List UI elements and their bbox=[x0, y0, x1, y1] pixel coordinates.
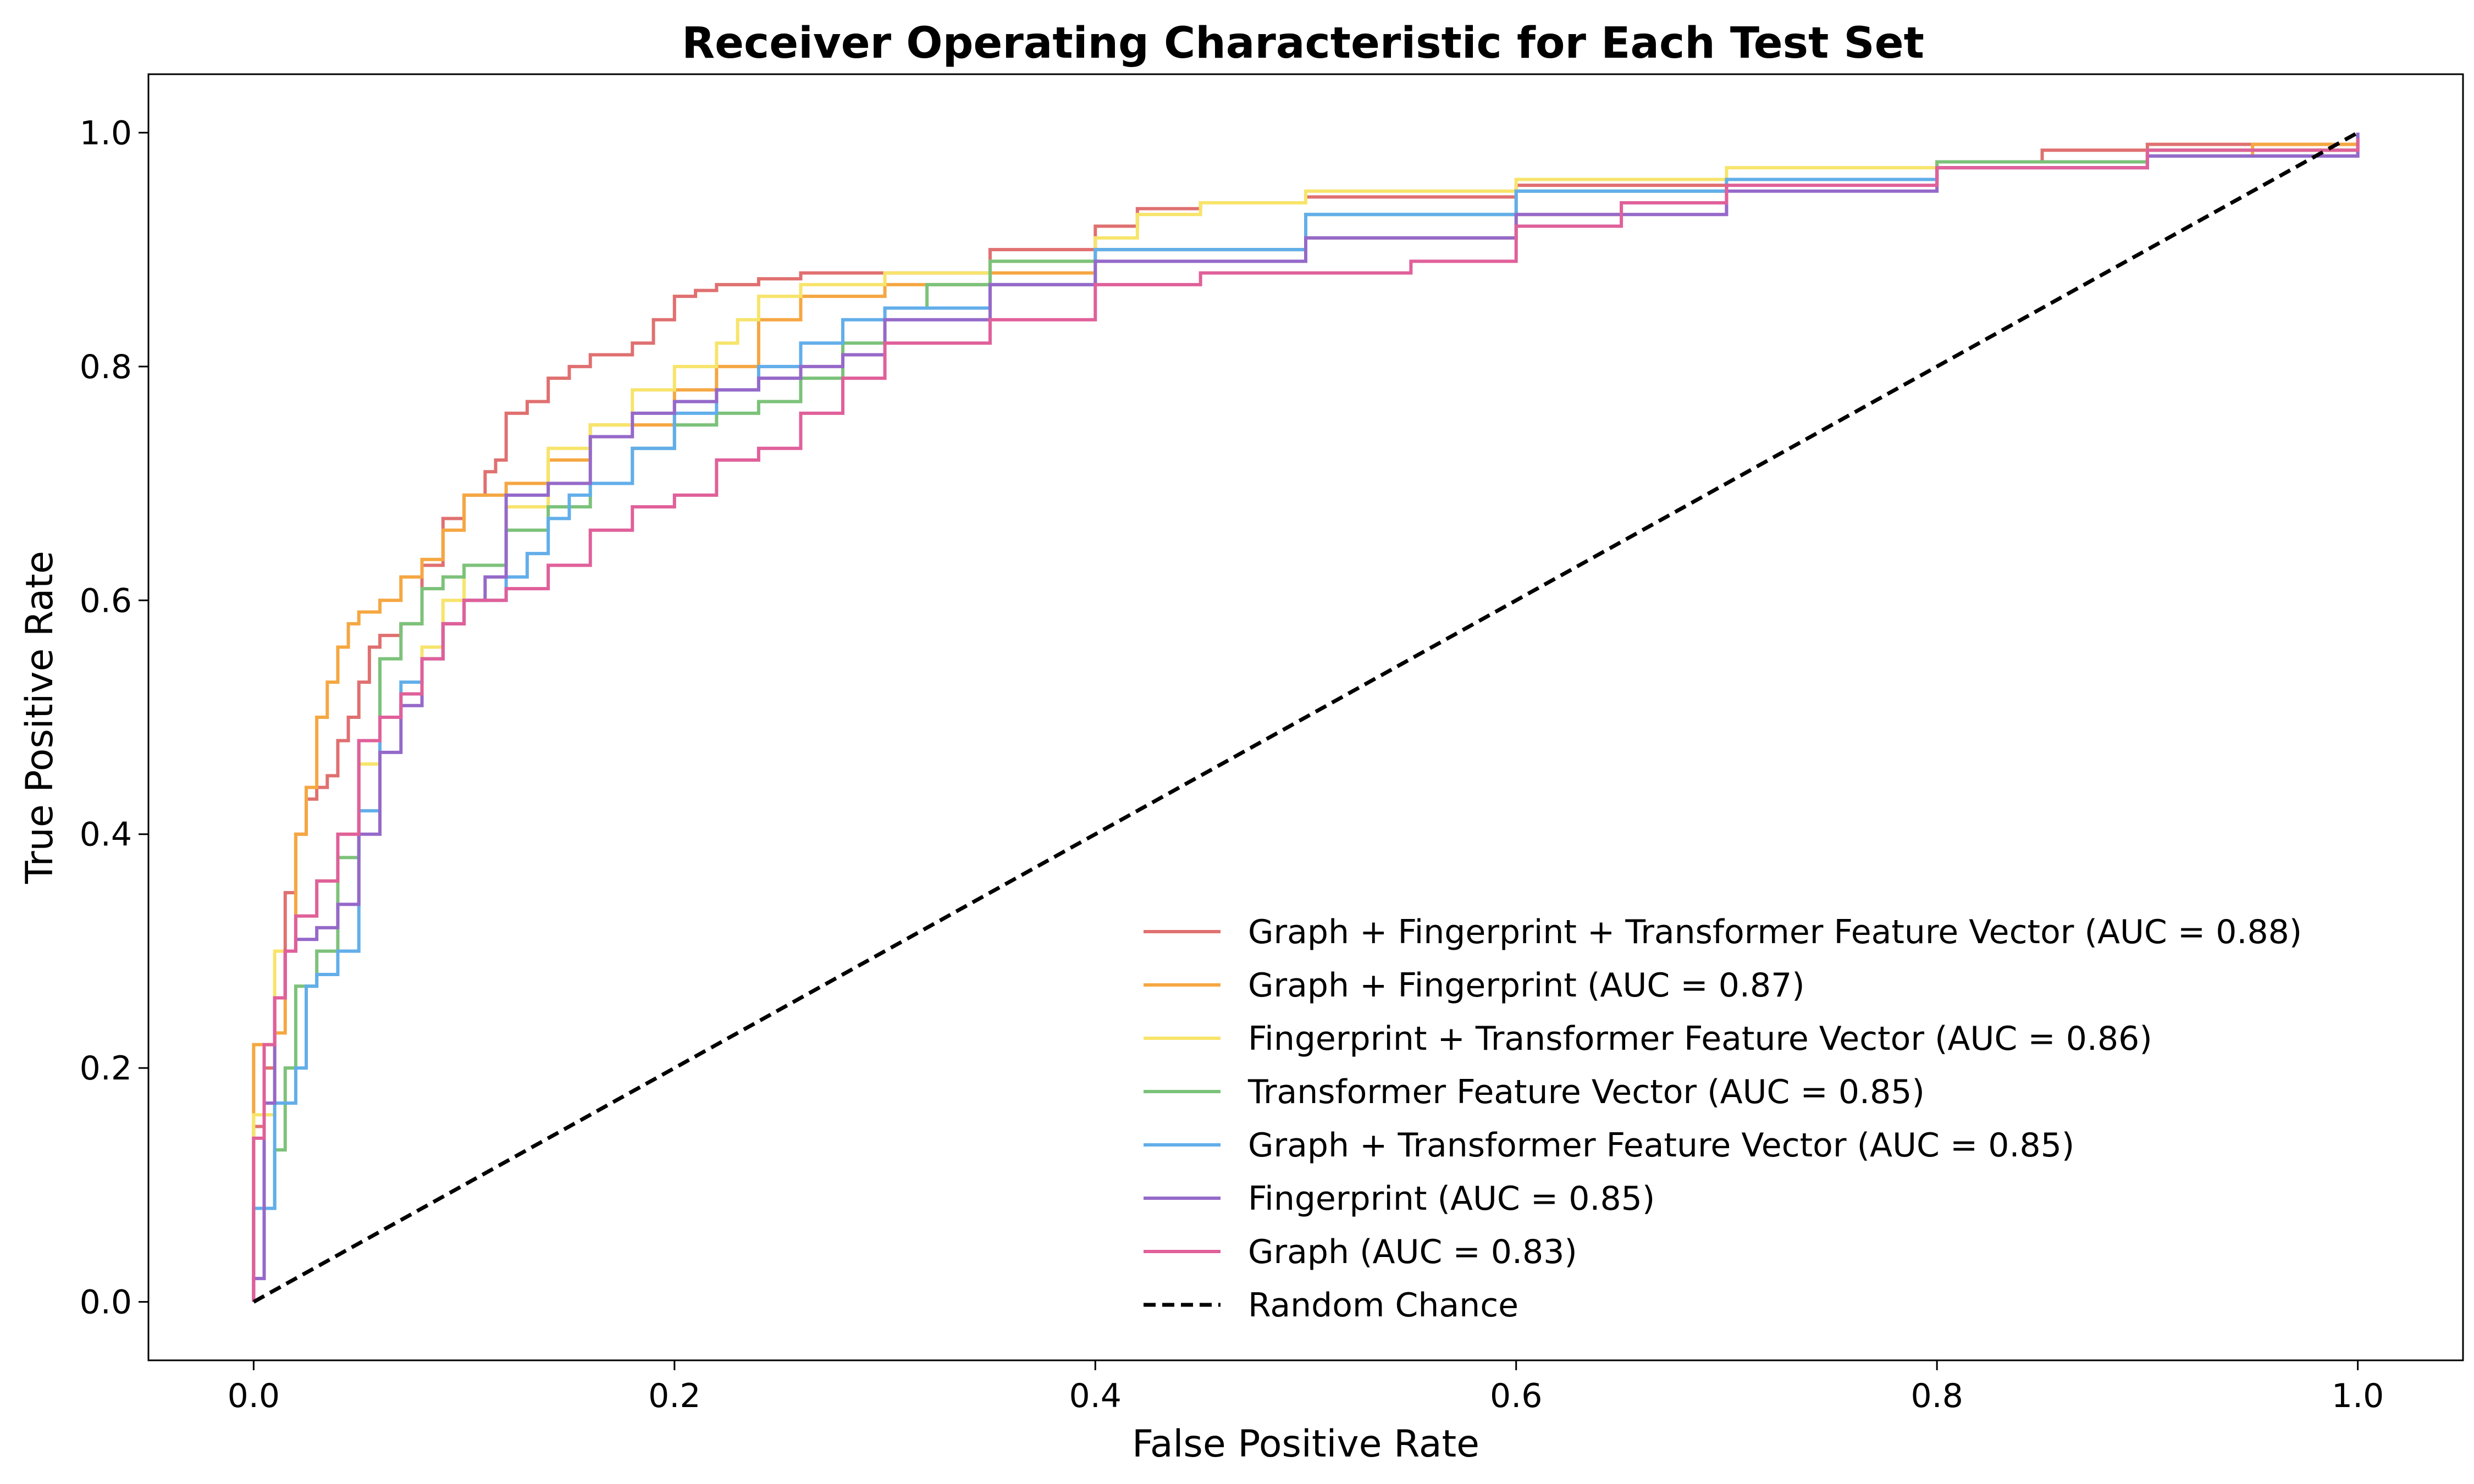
y-tick-label: 0.0 bbox=[80, 1283, 132, 1322]
legend-label: Fingerprint + Transformer Feature Vector… bbox=[1248, 1020, 2152, 1058]
y-tick-label: 0.6 bbox=[80, 582, 132, 620]
legend-label: Graph + Transformer Feature Vector (AUC … bbox=[1248, 1126, 2074, 1165]
series-line-6 bbox=[252, 139, 2360, 1302]
series-line-7 bbox=[252, 131, 2359, 1304]
series-group bbox=[252, 131, 2360, 1304]
x-tick-label: 0.6 bbox=[1490, 1377, 1542, 1415]
legend-label: Transformer Feature Vector (AUC = 0.85) bbox=[1247, 1073, 1925, 1111]
series-line-4 bbox=[252, 132, 2360, 1302]
x-tick-label: 0.2 bbox=[648, 1377, 700, 1415]
x-tick-label: 0.4 bbox=[1069, 1377, 1122, 1415]
legend-label: Graph + Fingerprint + Transformer Featur… bbox=[1248, 913, 2302, 951]
plot-frame bbox=[147, 73, 2464, 1361]
series-line-5 bbox=[252, 132, 2360, 1302]
x-axis: 0.0 0.2 0.4 0.6 0.8 1.0 bbox=[228, 1360, 2384, 1415]
x-tick-label: 0.8 bbox=[1910, 1377, 1963, 1415]
x-tick-label: 1.0 bbox=[2332, 1377, 2384, 1415]
y-tick-label: 0.2 bbox=[80, 1049, 132, 1088]
y-axis: 0.0 0.2 0.4 0.6 0.8 1.0 bbox=[80, 114, 148, 1322]
y-tick-label: 0.4 bbox=[80, 816, 132, 854]
chart-title: Receiver Operating Characteristic for Ea… bbox=[682, 19, 1924, 68]
legend-label: Random Chance bbox=[1248, 1286, 1518, 1325]
y-tick-label: 1.0 bbox=[80, 114, 132, 152]
y-tick-label: 0.8 bbox=[80, 348, 132, 386]
legend: Graph + Fingerprint + Transformer Featur… bbox=[1144, 913, 2302, 1325]
legend-label: Graph (AUC = 0.83) bbox=[1248, 1233, 1577, 1271]
y-axis-label: True Positive Rate bbox=[18, 551, 62, 884]
x-tick-label: 0.0 bbox=[228, 1377, 280, 1415]
legend-label: Graph + Fingerprint (AUC = 0.87) bbox=[1248, 966, 1805, 1005]
legend-label: Fingerprint (AUC = 0.85) bbox=[1248, 1180, 1655, 1218]
x-axis-label: False Positive Rate bbox=[1132, 1422, 1479, 1466]
